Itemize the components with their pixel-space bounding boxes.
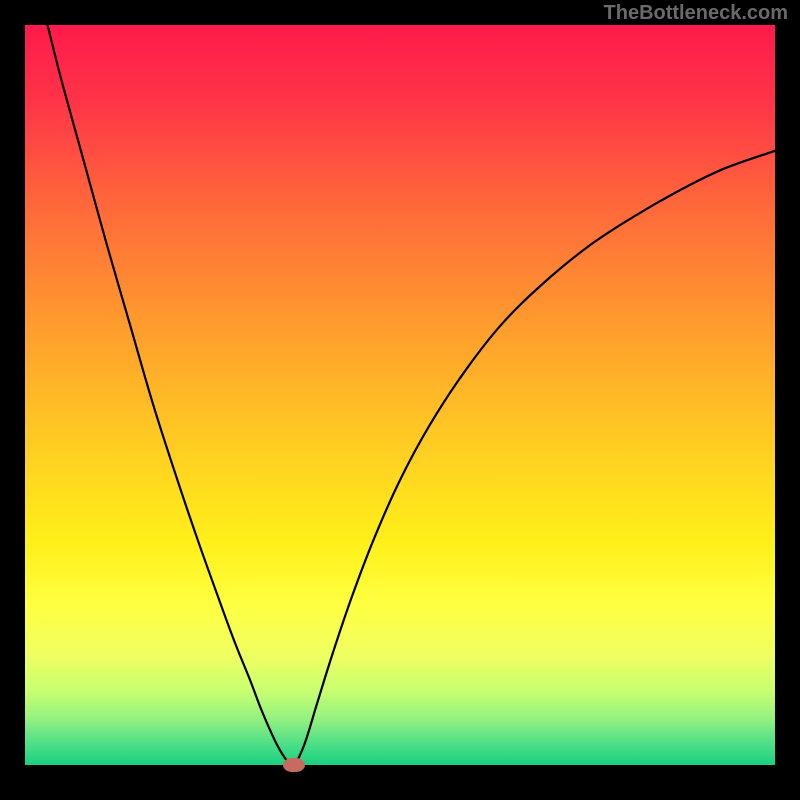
watermark-text: TheBottleneck.com <box>604 2 788 25</box>
curve-left-branch <box>48 25 294 765</box>
curve-right-branch <box>294 151 776 765</box>
plot-area <box>25 25 775 765</box>
bottleneck-curve <box>25 25 775 765</box>
minimum-marker <box>283 758 305 772</box>
